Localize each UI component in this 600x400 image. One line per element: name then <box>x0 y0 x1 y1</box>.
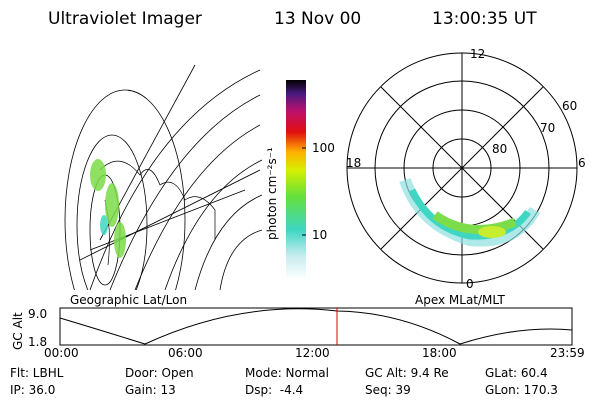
status-field: GLat: 60.4 <box>485 366 548 380</box>
mlat-label: 80 <box>492 142 507 156</box>
status-field: Dsp: -4.4 <box>245 383 303 397</box>
mlt-label: 6 <box>578 156 586 170</box>
mlat-label: 60 <box>562 99 577 113</box>
x-tick-label: 23:59 <box>550 346 585 360</box>
y-tick-label: 1.8 <box>28 335 47 349</box>
status-field: Seq: 39 <box>365 383 411 397</box>
altitude-frame <box>59 307 573 346</box>
geo-map <box>64 64 263 290</box>
time: 13:00:35 UT <box>432 9 537 29</box>
status-field: Mode: Normal <box>245 366 329 380</box>
status-field: Gain: 13 <box>125 383 176 397</box>
altitude-curve <box>59 308 573 345</box>
polar-grid <box>346 52 578 284</box>
mlt-label: 18 <box>346 156 361 170</box>
status-field: Flt: LBHL <box>10 366 64 380</box>
colorbar-label: photon cm⁻²s⁻¹ <box>265 147 279 240</box>
mlt-label: 0 <box>466 277 474 291</box>
status-field: Door: Open <box>125 366 194 380</box>
x-tick-label: 18:00 <box>422 346 457 360</box>
instrument: Ultraviolet Imager <box>48 9 202 29</box>
aurora <box>399 177 541 247</box>
altitude-axis-label: GC Alt <box>11 312 25 350</box>
status-field: GC Alt: 9.4 Re <box>365 366 449 380</box>
x-tick-label: 12:00 <box>295 346 330 360</box>
colorbar <box>286 80 306 280</box>
mlt-label: 12 <box>470 47 485 61</box>
colorbar-tick-label: 100 <box>312 141 335 155</box>
y-tick-label: 9.0 <box>28 307 47 321</box>
status-field: IP: 36.0 <box>10 383 55 397</box>
geo-label: Geographic Lat/Lon <box>70 293 187 307</box>
polar-label: Apex MLat/MLT <box>415 293 505 307</box>
x-tick-label: 00:00 <box>44 346 79 360</box>
date: 13 Nov 00 <box>274 9 361 29</box>
status-field: GLon: 170.3 <box>485 383 558 397</box>
colorbar-tick-label: 10 <box>312 228 327 242</box>
x-tick-label: 06:00 <box>168 346 203 360</box>
footer: Flt: LBHL Door: Open Mode: Normal GC Alt: 9… <box>10 366 558 397</box>
mlat-label: 70 <box>540 121 555 135</box>
